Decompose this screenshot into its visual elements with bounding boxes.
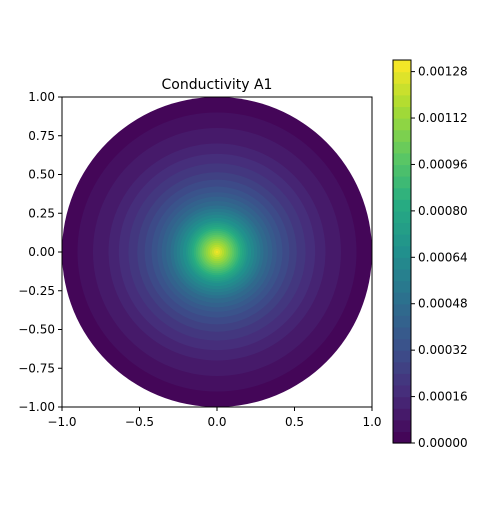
x-tick-label: 0.0: [207, 415, 226, 429]
y-tick-label: 0.50: [28, 168, 55, 182]
y-tick-label: −0.50: [18, 323, 55, 337]
colorbar-tick-label: 0.00064: [418, 250, 468, 264]
colorbar-segment: [393, 338, 411, 351]
y-tick-label: −1.00: [18, 400, 55, 414]
colorbar-segment: [393, 71, 411, 84]
colorbar-segment: [393, 257, 411, 270]
colorbar-segment: [393, 350, 411, 363]
x-axis: −1.0 −0.5 0.0 0.5 1.0: [47, 407, 382, 429]
colorbar-segment: [393, 176, 411, 189]
y-tick-label: −0.25: [18, 284, 55, 298]
colorbar-segment: [393, 199, 411, 212]
colorbar-segment: [393, 245, 411, 258]
colorbar-segment: [393, 303, 411, 316]
colorbar-tick-label: 0.00128: [418, 65, 468, 79]
x-tick-label: −1.0: [47, 415, 76, 429]
colorbar-segment: [393, 408, 411, 421]
colorbar-segment: [393, 60, 411, 73]
colorbar-frame: [392, 59, 412, 444]
y-tick-label: 0.25: [28, 206, 55, 220]
x-tick-label: 0.5: [285, 415, 304, 429]
x-tick-label: 1.0: [362, 415, 381, 429]
colorbar-segment: [393, 419, 411, 432]
colorbar-segment: [393, 431, 411, 444]
colorbar-segment: [393, 268, 411, 282]
colorbar: 0.00000 0.00016 0.00032 0.00048 0.00064 0.000…: [392, 59, 468, 450]
colorbar-segment: [393, 234, 411, 247]
colorbar-segment: [393, 187, 411, 200]
contour-band: [215, 250, 219, 254]
colorbar-segment: [393, 361, 411, 374]
colorbar-segment: [393, 94, 411, 108]
colorbar-tick-label: 0.00000: [418, 436, 468, 450]
colorbar-tick-label: 0.00080: [418, 204, 468, 218]
y-tick-label: 0.00: [28, 245, 55, 259]
colorbar-segment: [393, 326, 411, 340]
colorbar-tick-label: 0.00112: [418, 111, 468, 125]
colorbar-segment: [393, 83, 411, 96]
chart-title: Conductivity A1: [162, 77, 273, 93]
x-tick-label: −0.5: [125, 415, 154, 429]
colorbar-tick-label: 0.00048: [418, 297, 468, 311]
y-axis: 1.00 0.75 0.50 0.25 0.00 −0.25 −0.50 −0.75 −1.00: [18, 90, 62, 414]
colorbar-tick-label: 0.00016: [418, 390, 468, 404]
colorbar-segment: [393, 118, 411, 131]
colorbar-tick-label: 0.00096: [418, 157, 468, 171]
colorbar-segment: [393, 280, 411, 293]
colorbar-segment: [393, 141, 411, 154]
colorbar-segment: [393, 292, 411, 305]
colorbar-segment: [393, 164, 411, 177]
colorbar-segment: [393, 222, 411, 235]
colorbar-segment: [393, 106, 411, 119]
y-tick-label: 1.00: [28, 90, 55, 104]
contour-field: [62, 97, 372, 407]
y-tick-label: −0.75: [18, 361, 55, 375]
colorbar-segment: [393, 384, 411, 398]
colorbar-segment: [393, 210, 411, 224]
colorbar-segment: [393, 129, 411, 142]
y-tick-label: 0.75: [28, 129, 55, 143]
colorbar-segment: [393, 315, 411, 328]
colorbar-tick-label: 0.00032: [418, 343, 468, 357]
colorbar-segment: [393, 396, 411, 409]
colorbar-segment: [393, 152, 411, 166]
colorbar-segment: [393, 373, 411, 386]
